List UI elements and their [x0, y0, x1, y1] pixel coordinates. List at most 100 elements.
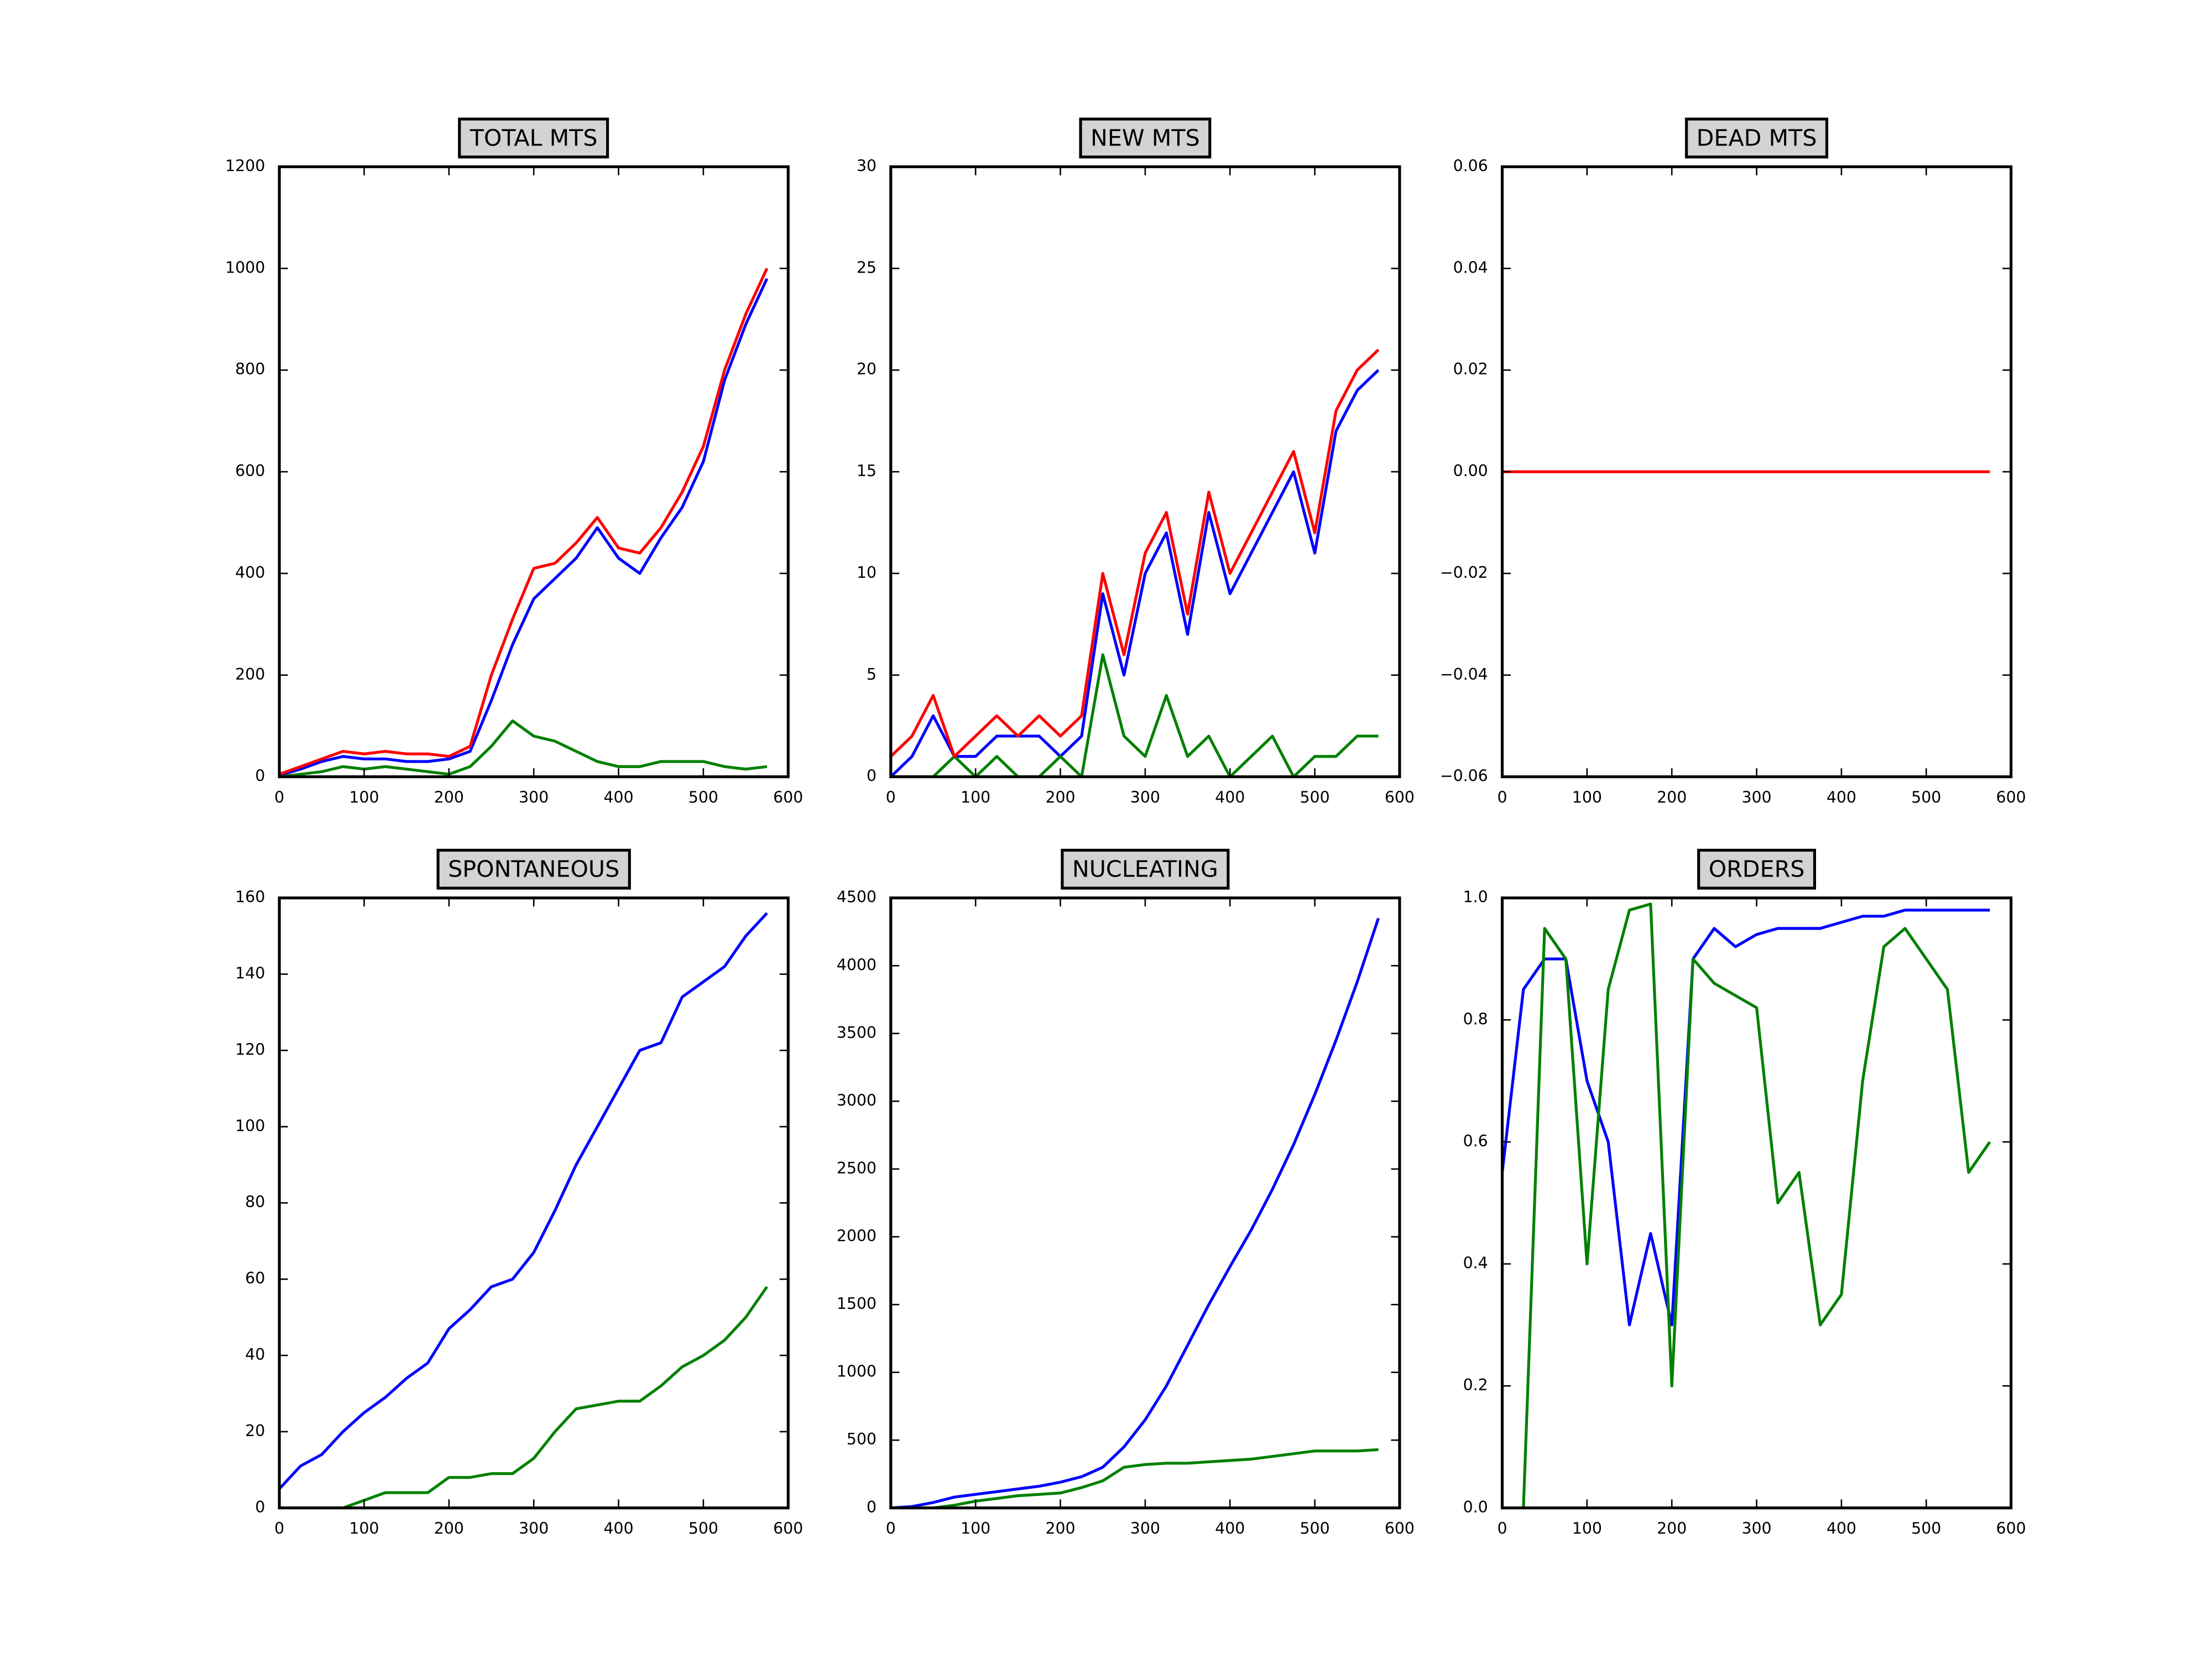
y-tick-label: 20 [245, 1422, 265, 1440]
y-tick-label: 0.2 [1463, 1376, 1488, 1394]
y-tick-label: 0.02 [1453, 360, 1488, 378]
y-tick-label: 200 [235, 665, 265, 684]
x-tick-label: 300 [1741, 1519, 1771, 1537]
y-tick-label: −0.04 [1440, 665, 1488, 684]
series-line [1522, 902, 1991, 1508]
series-line [279, 912, 768, 1490]
x-tick-label: 300 [519, 1519, 549, 1537]
x-tick-label: 500 [1300, 1519, 1330, 1537]
y-tick-label: 5 [867, 665, 877, 684]
y-tick-label: 800 [235, 360, 265, 378]
y-tick-label: −0.02 [1440, 564, 1488, 582]
x-tick-label: 500 [688, 1519, 718, 1537]
x-tick-label: 300 [519, 788, 549, 806]
chart-title: ORDERS [1709, 856, 1805, 883]
series-line [890, 348, 1380, 758]
y-tick-label: 0.04 [1453, 258, 1488, 276]
y-tick-label: 30 [857, 157, 877, 175]
y-tick-label: 80 [245, 1193, 265, 1211]
series-line [279, 268, 769, 776]
x-tick-label: 100 [1572, 1519, 1602, 1537]
y-tick-label: 1000 [225, 258, 265, 276]
x-tick-label: 600 [1996, 788, 2026, 806]
y-tick-label: 10 [857, 564, 877, 582]
y-tick-label: 0 [255, 767, 265, 785]
x-tick-label: 100 [961, 788, 990, 806]
series-line [279, 1286, 769, 1508]
x-tick-label: 500 [1911, 1519, 1941, 1537]
x-tick-label: 100 [961, 1519, 990, 1537]
title-box [1685, 117, 1829, 159]
y-tick-label: 100 [235, 1117, 265, 1135]
x-tick-label: 0 [1497, 1519, 1507, 1537]
y-tick-label: 0.6 [1463, 1132, 1488, 1150]
y-tick-label: 120 [235, 1040, 265, 1058]
x-tick-label: 500 [1911, 788, 1941, 806]
title-box [436, 848, 631, 890]
y-tick-label: 500 [847, 1430, 877, 1448]
y-tick-label: 0.06 [1453, 157, 1488, 175]
chart-title: TOTAL MTS [469, 125, 598, 152]
chart-title: NUCLEATING [1072, 856, 1218, 883]
x-tick-label: 400 [1827, 788, 1856, 806]
x-tick-label: 100 [349, 1519, 379, 1537]
series-line [890, 369, 1380, 777]
y-tick-label: 15 [857, 462, 877, 480]
plot-frame [889, 896, 1401, 1510]
y-tick-label: 0.4 [1463, 1254, 1488, 1272]
y-tick-label: 3000 [837, 1091, 877, 1109]
x-tick-label: 600 [1996, 1519, 2026, 1537]
x-tick-label: 400 [1215, 1519, 1245, 1537]
y-tick-label: 0 [255, 1498, 265, 1516]
y-tick-label: 1200 [225, 157, 265, 175]
y-tick-label: 600 [235, 462, 265, 480]
y-tick-label: −0.06 [1440, 767, 1488, 785]
x-tick-label: 300 [1130, 788, 1160, 806]
series-line [279, 719, 768, 777]
title-box [1697, 848, 1817, 890]
y-tick-label: 60 [245, 1269, 265, 1287]
y-tick-label: 4500 [837, 888, 877, 906]
x-tick-label: 600 [773, 1519, 803, 1537]
y-tick-label: 1500 [837, 1295, 877, 1313]
x-tick-label: 200 [434, 788, 464, 806]
series-line [890, 653, 1379, 777]
y-tick-label: 2500 [837, 1159, 877, 1177]
x-tick-label: 600 [773, 788, 803, 806]
series-line [890, 1448, 1379, 1508]
series-line [279, 278, 769, 777]
y-tick-label: 20 [857, 360, 877, 378]
x-tick-label: 400 [1215, 788, 1245, 806]
y-tick-label: 0.0 [1463, 1498, 1488, 1516]
y-tick-label: 40 [245, 1345, 265, 1364]
title-box [1061, 848, 1230, 890]
series-line [1502, 909, 1990, 1327]
x-tick-label: 300 [1130, 1519, 1160, 1537]
x-tick-label: 400 [604, 1519, 634, 1537]
x-tick-label: 600 [1385, 788, 1415, 806]
x-tick-label: 100 [349, 788, 379, 806]
plot-frame [889, 165, 1401, 779]
x-tick-label: 200 [434, 1519, 464, 1537]
x-tick-label: 100 [1572, 788, 1602, 806]
plot-frame [278, 165, 790, 779]
title-box [458, 117, 609, 159]
y-tick-label: 4000 [837, 956, 877, 974]
chart-title: NEW MTS [1091, 125, 1200, 152]
y-tick-label: 25 [857, 258, 877, 276]
chart-title: DEAD MTS [1697, 125, 1817, 152]
title-box [1079, 117, 1212, 159]
x-tick-label: 400 [604, 788, 634, 806]
y-tick-label: 1000 [837, 1363, 877, 1381]
x-tick-label: 200 [1657, 1519, 1687, 1537]
x-tick-label: 600 [1385, 1519, 1415, 1537]
y-tick-label: 140 [235, 964, 265, 983]
plot-frame [278, 896, 790, 1510]
x-tick-label: 0 [274, 788, 284, 806]
y-tick-label: 1.0 [1463, 888, 1488, 906]
x-tick-label: 400 [1827, 1519, 1856, 1537]
x-tick-label: 200 [1045, 1519, 1075, 1537]
x-tick-label: 0 [1497, 788, 1507, 806]
